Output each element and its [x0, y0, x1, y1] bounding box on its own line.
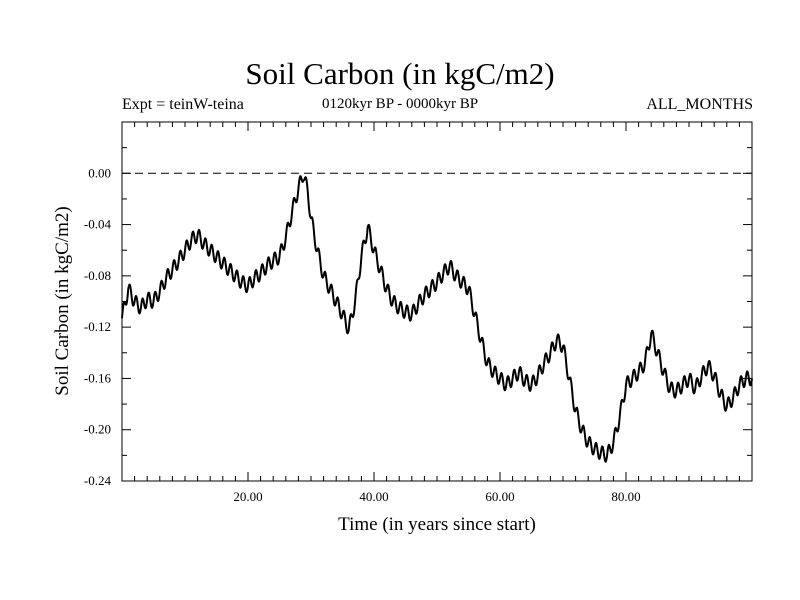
x-tick-label: 80.00 [611, 489, 640, 504]
x-axis-title: Time (in years since start) [338, 514, 536, 535]
chart-title: Soil Carbon (in kgC/m2) [245, 56, 555, 91]
months-label: ALL_MONTHS [646, 96, 753, 113]
y-tick-label: -0.08 [84, 268, 111, 283]
y-axis-title: Soil Carbon (in kgC/m2) [52, 206, 73, 395]
x-tick-label: 20.00 [233, 489, 262, 504]
plot-frame [121, 121, 753, 482]
y-tick-label: -0.12 [84, 319, 111, 334]
series-line [121, 175, 753, 463]
y-tick-label: -0.20 [84, 422, 111, 437]
y-tick-label: -0.04 [84, 217, 112, 232]
x-tick-label: 60.00 [485, 489, 514, 504]
experiment-label: Expt = teinW-teina [122, 96, 244, 113]
y-tick-label: -0.24 [84, 473, 112, 488]
y-tick-label: -0.16 [84, 370, 112, 385]
time-range-label: 0120kyr BP - 0000kyr BP [321, 96, 479, 112]
x-tick-label: 40.00 [359, 489, 388, 504]
y-tick-label: 0.00 [88, 165, 111, 180]
